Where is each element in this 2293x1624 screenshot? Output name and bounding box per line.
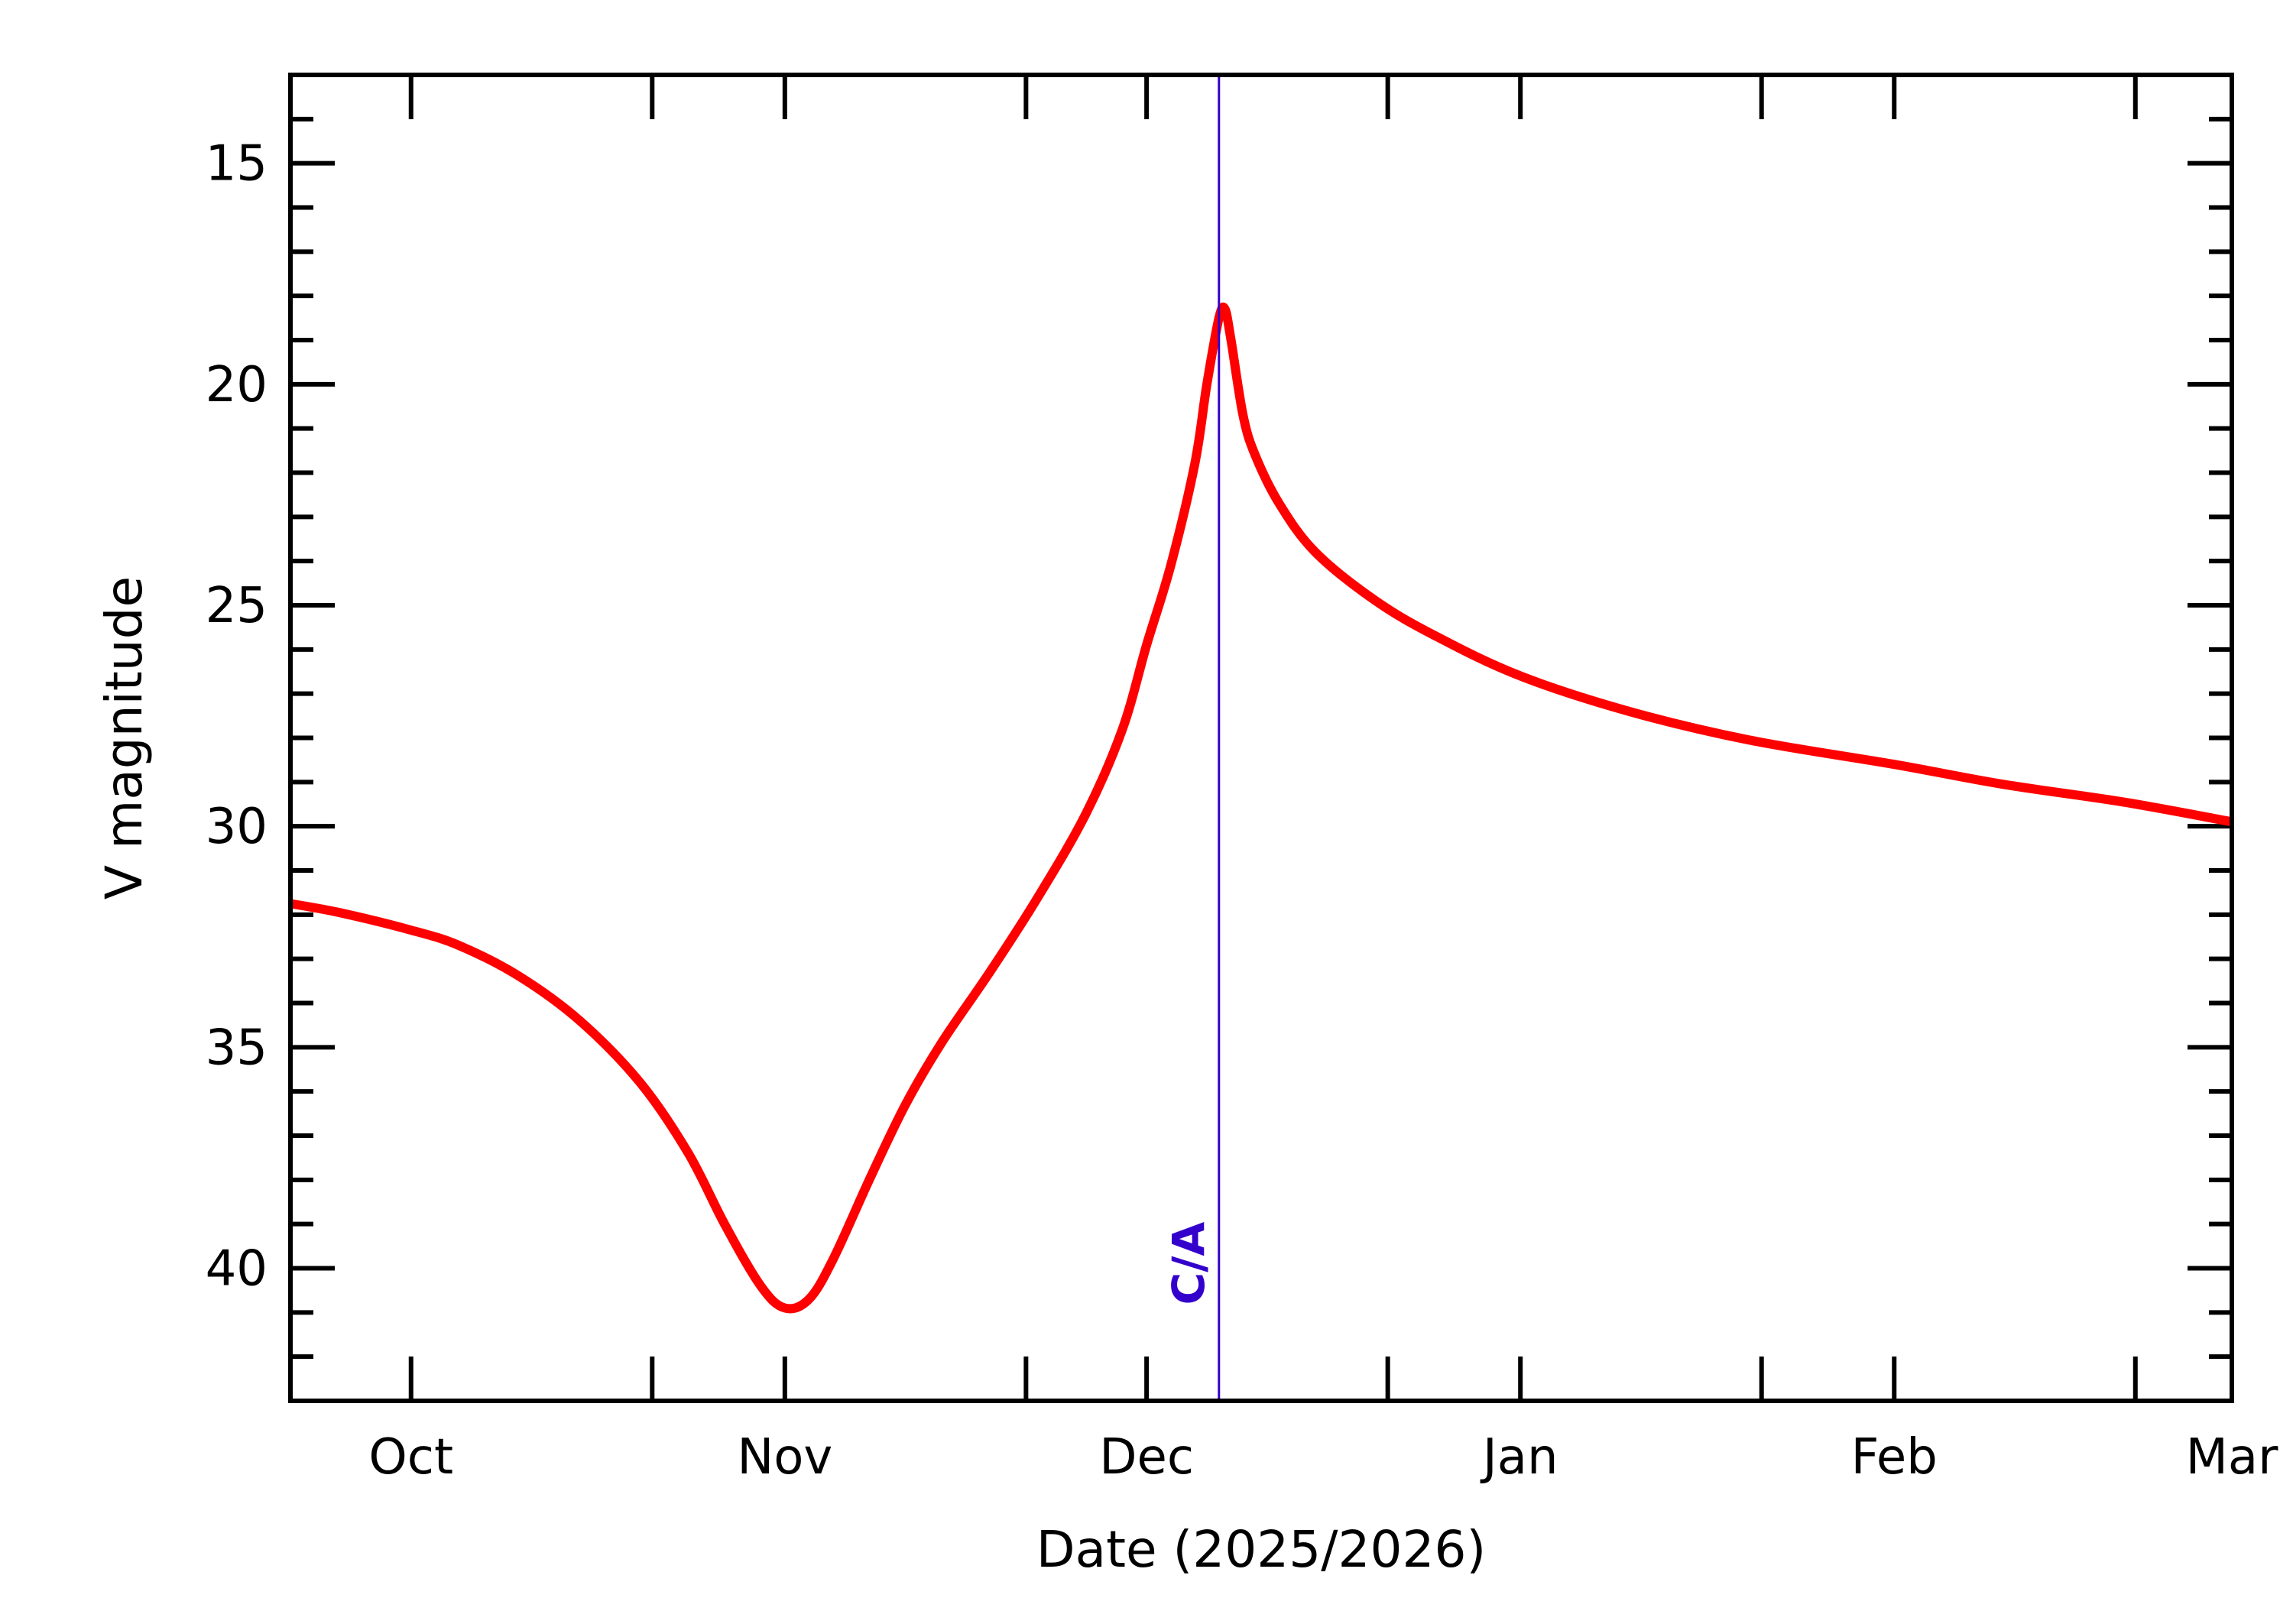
x-tick-label: Oct: [368, 1429, 453, 1486]
plot-frame: [288, 73, 2234, 1403]
y-tick-label: 15: [206, 136, 268, 193]
x-tick-label: Mar: [2186, 1429, 2278, 1486]
series-layer: [289, 302, 2233, 1314]
x-tick-label: Dec: [1099, 1429, 1194, 1486]
y-tick-label: 20: [206, 357, 268, 413]
y-tick-label: 30: [206, 799, 268, 855]
x-tick-label: Jan: [1480, 1429, 1558, 1486]
y-axis-label: V magnitude: [95, 576, 154, 900]
annotation-layer: C/A: [1163, 75, 1221, 1401]
y-tick-label: 35: [206, 1019, 268, 1076]
y-tick-label: 40: [206, 1241, 268, 1298]
x-tick-label: Feb: [1851, 1429, 1938, 1486]
x-tick-label: Nov: [737, 1429, 832, 1486]
tick-labels: 15 20 25 30 35 40 Oct Nov Dec Jan Feb Mar: [206, 136, 2279, 1486]
series-line-0: [289, 302, 2233, 1314]
axis-ticks: [288, 73, 2232, 1403]
closest-approach-label: C/A: [1163, 1222, 1215, 1305]
y-tick-label: 25: [206, 578, 268, 634]
x-axis-label: Date (2025/2026): [1036, 1520, 1486, 1579]
